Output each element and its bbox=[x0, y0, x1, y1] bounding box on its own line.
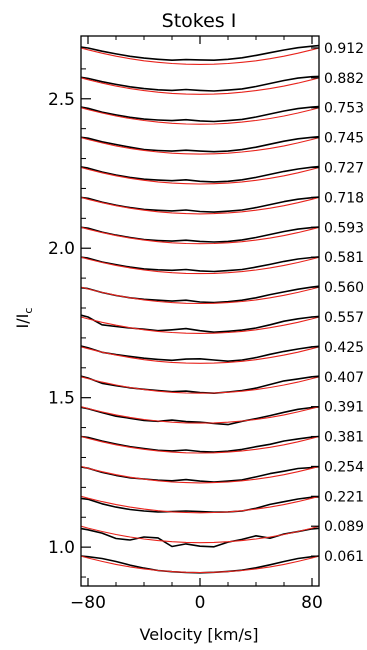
observed-profile-5 bbox=[80, 406, 320, 426]
phase-label-5: 0.391 bbox=[324, 400, 364, 416]
y-tick-label-2: 2.0 bbox=[48, 239, 75, 259]
model-profile-17 bbox=[80, 47, 320, 65]
observed-profile-7 bbox=[80, 345, 320, 362]
phase-label-12: 0.718 bbox=[324, 190, 364, 206]
observed-profile-10 bbox=[80, 256, 320, 273]
model-profile-7 bbox=[80, 346, 320, 364]
y-axis-label: I/Ic bbox=[13, 308, 35, 329]
model-profile-13 bbox=[80, 166, 320, 185]
phase-label-9: 0.560 bbox=[324, 280, 364, 296]
phase-label-8: 0.557 bbox=[324, 310, 364, 326]
x-axis-label: Velocity [km/s] bbox=[140, 625, 259, 644]
model-profile-0 bbox=[80, 555, 320, 574]
model-profile-11 bbox=[80, 226, 320, 245]
model-profile-9 bbox=[80, 286, 320, 305]
observed-profile-13 bbox=[80, 165, 320, 183]
y-axis-label-main: I/I bbox=[13, 314, 32, 329]
model-profile-3 bbox=[80, 465, 320, 484]
x-tick-label-1: 0 bbox=[195, 593, 206, 613]
model-profile-12 bbox=[80, 196, 320, 215]
observed-profile-15 bbox=[80, 105, 320, 123]
phase-label-17: 0.912 bbox=[324, 41, 364, 57]
model-profile-15 bbox=[80, 107, 320, 125]
plot-area: −80 0 80 1.0 1.5 2.0 2.5 0.061 0.089 0.221 0.254 0.… bbox=[48, 36, 364, 613]
phase-label-10: 0.581 bbox=[324, 250, 364, 266]
phase-label-15: 0.753 bbox=[324, 101, 364, 117]
svg-text:I/Ic: I/Ic bbox=[13, 308, 35, 329]
phase-label-0: 0.061 bbox=[324, 549, 364, 565]
phase-label-7: 0.425 bbox=[324, 340, 364, 356]
observed-profile-1 bbox=[80, 527, 320, 548]
observed-profile-12 bbox=[80, 196, 320, 213]
y-axis-label-sub: c bbox=[22, 308, 35, 314]
observed-profile-3 bbox=[80, 465, 320, 483]
y-tick-label-1: 1.5 bbox=[48, 389, 75, 409]
observed-profile-14 bbox=[80, 135, 320, 153]
plot-frame bbox=[80, 35, 320, 587]
model-profile-6 bbox=[80, 376, 320, 394]
observed-profile-9 bbox=[80, 285, 320, 304]
model-profile-8 bbox=[80, 316, 320, 334]
phase-label-14: 0.745 bbox=[324, 131, 364, 147]
model-profile-4 bbox=[80, 435, 320, 454]
observed-profile-11 bbox=[80, 226, 320, 243]
model-profile-14 bbox=[80, 137, 320, 155]
phase-label-4: 0.381 bbox=[324, 430, 364, 446]
phase-label-11: 0.593 bbox=[324, 220, 364, 236]
observed-profile-8 bbox=[80, 314, 320, 333]
phase-label-3: 0.254 bbox=[324, 459, 364, 475]
phase-label-16: 0.882 bbox=[324, 71, 364, 87]
model-profile-1 bbox=[80, 525, 320, 544]
observed-profile-6 bbox=[80, 375, 320, 394]
observed-profile-2 bbox=[80, 496, 320, 513]
x-tick-label-2: 80 bbox=[301, 593, 323, 613]
model-profile-10 bbox=[80, 256, 320, 275]
x-tick-label-0: −80 bbox=[70, 593, 106, 613]
observed-profile-4 bbox=[80, 435, 320, 453]
model-profile-2 bbox=[80, 495, 320, 514]
chart-title: Stokes I bbox=[162, 10, 237, 32]
phase-label-6: 0.407 bbox=[324, 370, 364, 386]
y-tick-label-0: 1.0 bbox=[48, 538, 75, 558]
observed-profile-17 bbox=[80, 44, 320, 61]
y-tick-label-3: 2.5 bbox=[48, 90, 75, 110]
phase-label-13: 0.727 bbox=[324, 161, 364, 177]
phase-label-1: 0.089 bbox=[324, 519, 364, 535]
phase-label-2: 0.221 bbox=[324, 489, 364, 505]
model-profile-5 bbox=[80, 406, 320, 424]
observed-profile-16 bbox=[80, 75, 320, 92]
model-profile-16 bbox=[80, 77, 320, 95]
